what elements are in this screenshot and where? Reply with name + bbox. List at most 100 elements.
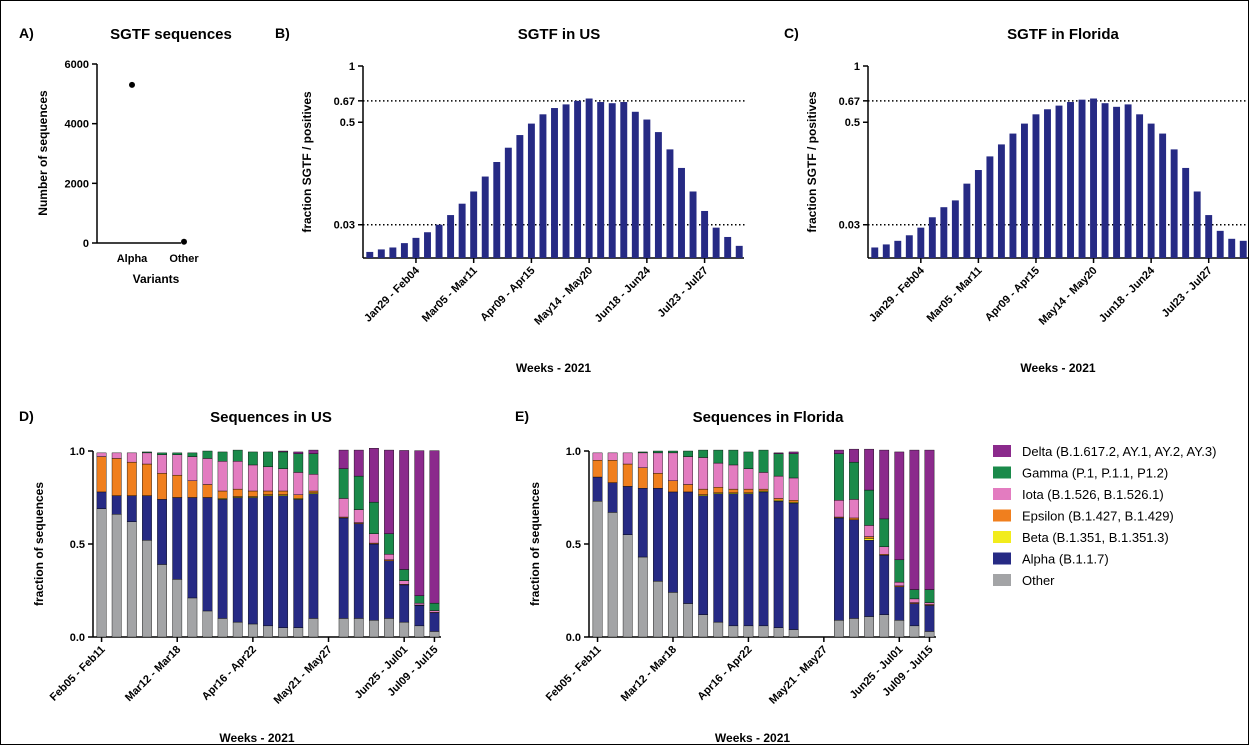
bar-segment-iota: [338, 498, 349, 518]
bar-segment-other: [217, 618, 228, 638]
bar-segment-delta: [879, 449, 890, 520]
bar-segment-other: [278, 627, 289, 638]
x-tick-label: Jun18 - Jun24: [593, 264, 654, 325]
bar-segment-iota: [247, 464, 258, 492]
bar-segment-iota: [157, 454, 167, 474]
panel-label-e: E): [515, 408, 529, 424]
legend-swatch: [993, 552, 1011, 565]
x-tick-label: Other: [169, 253, 199, 265]
chart-title: Sequences in Florida: [693, 409, 845, 426]
bar-segment-gamma: [924, 589, 935, 603]
bar-segment-iota: [683, 456, 693, 485]
bar-segment-alpha: [157, 499, 167, 565]
bar-segment-delta: [788, 451, 799, 454]
chart-title: SGTF in Florida: [1007, 26, 1119, 43]
bar-segment-epsilon: [758, 488, 769, 492]
bar-segment-iota: [293, 472, 304, 495]
bar-segment-epsilon: [247, 490, 258, 497]
bar: [366, 251, 374, 258]
bar-segment-other: [698, 614, 709, 638]
bar-segment-gamma: [384, 533, 394, 555]
x-tick-label: Feb05 - Feb11: [544, 644, 604, 704]
x-axis-label: Weeks - 2021: [1020, 361, 1095, 375]
bar-segment-iota: [894, 581, 905, 587]
bar-segment-iota: [849, 499, 859, 519]
bar-segment-alpha: [622, 486, 633, 535]
bar-segment-alpha: [308, 493, 319, 619]
bar-segment-iota: [758, 472, 769, 490]
x-tick-label: Apr16 - Apr22: [695, 644, 754, 703]
bar-segment-epsilon: [607, 460, 618, 483]
bar: [1147, 123, 1155, 258]
bar-segment-other: [592, 501, 603, 638]
x-tick-label: May14 - May20: [532, 265, 595, 328]
legend-swatch: [993, 488, 1011, 500]
bar: [516, 135, 524, 258]
bar-segment-other: [338, 618, 349, 638]
bar-segment-iota: [217, 461, 228, 492]
bar-segment-iota: [607, 452, 618, 461]
bar-segment-alpha: [728, 493, 739, 627]
bar: [701, 210, 709, 258]
y-tick-label: 0.67: [334, 96, 355, 108]
bar-segment-other: [713, 621, 724, 638]
legend: Delta (B.1.617.2, AY.1, AY.2, AY.3) Gamma…: [993, 444, 1216, 588]
bar-segment-alpha: [713, 493, 724, 623]
bar-segment-epsilon: [157, 473, 167, 500]
bar-segment-gamma: [894, 559, 905, 583]
bar-segment-gamma: [728, 449, 739, 466]
y-tick-label: 1.0: [566, 446, 581, 458]
bar-segment-other: [758, 625, 769, 638]
bar-segment-delta: [369, 448, 379, 503]
bar-segment-gamma: [157, 452, 167, 455]
bar-segment-delta: [338, 449, 349, 469]
x-tick-label: Jun25 - Jul01: [353, 644, 411, 702]
bar: [666, 149, 674, 258]
panel-label-c: C): [784, 25, 799, 41]
bar-segment-iota: [637, 452, 648, 468]
bar: [974, 170, 982, 258]
y-tick-label: 0.5: [845, 117, 860, 129]
bar-segment-gamma: [698, 449, 709, 458]
bar: [917, 227, 925, 258]
bar-segment-other: [864, 616, 874, 638]
bar-segment-gamma: [399, 569, 410, 581]
bar-segment-gamma: [758, 449, 769, 473]
legend-swatch: [993, 445, 1011, 457]
bar: [1193, 191, 1201, 258]
y-tick-label: 0: [83, 238, 89, 250]
legend-label: Other: [1022, 573, 1055, 588]
bar-segment-epsilon: [308, 490, 319, 494]
bar-segment-other: [202, 610, 213, 638]
chart-title: SGTF in US: [518, 26, 601, 43]
bar-segment-iota: [788, 477, 799, 501]
y-axis-label: fraction of sequences: [528, 482, 542, 606]
bar-segment-gamma: [353, 475, 364, 510]
bar-segment-epsilon: [126, 461, 137, 496]
x-tick-label: Jul23 - Jul27: [656, 265, 711, 320]
x-tick-label: Apr09 - Apr15: [478, 265, 537, 324]
bar-segment-gamma: [713, 449, 724, 464]
bar-segment-epsilon: [698, 488, 709, 495]
bar: [1021, 123, 1028, 258]
bar: [1182, 167, 1190, 258]
bar: [527, 123, 535, 258]
bar: [951, 200, 959, 258]
y-tick-label: 1: [349, 61, 355, 73]
bar-segment-gamma: [849, 461, 859, 500]
bar-segment-epsilon: [637, 467, 648, 489]
bar-segment-other: [622, 534, 633, 638]
bar-segment-other: [924, 631, 935, 638]
bar-segment-gamma: [683, 450, 693, 457]
bar-segment-gamma: [232, 449, 243, 462]
bar-segment-iota: [111, 452, 122, 459]
bar-segment-alpha: [353, 523, 364, 619]
bar-segment-other: [653, 581, 663, 638]
bar-segment-iota: [924, 602, 935, 605]
bar-segment-alpha: [111, 495, 122, 515]
bar-segment-gamma: [414, 595, 425, 604]
bar-segment-alpha: [126, 495, 137, 522]
x-tick-label: Mar05 - Mar11: [420, 265, 480, 325]
y-tick-label: 0.0: [70, 632, 85, 644]
